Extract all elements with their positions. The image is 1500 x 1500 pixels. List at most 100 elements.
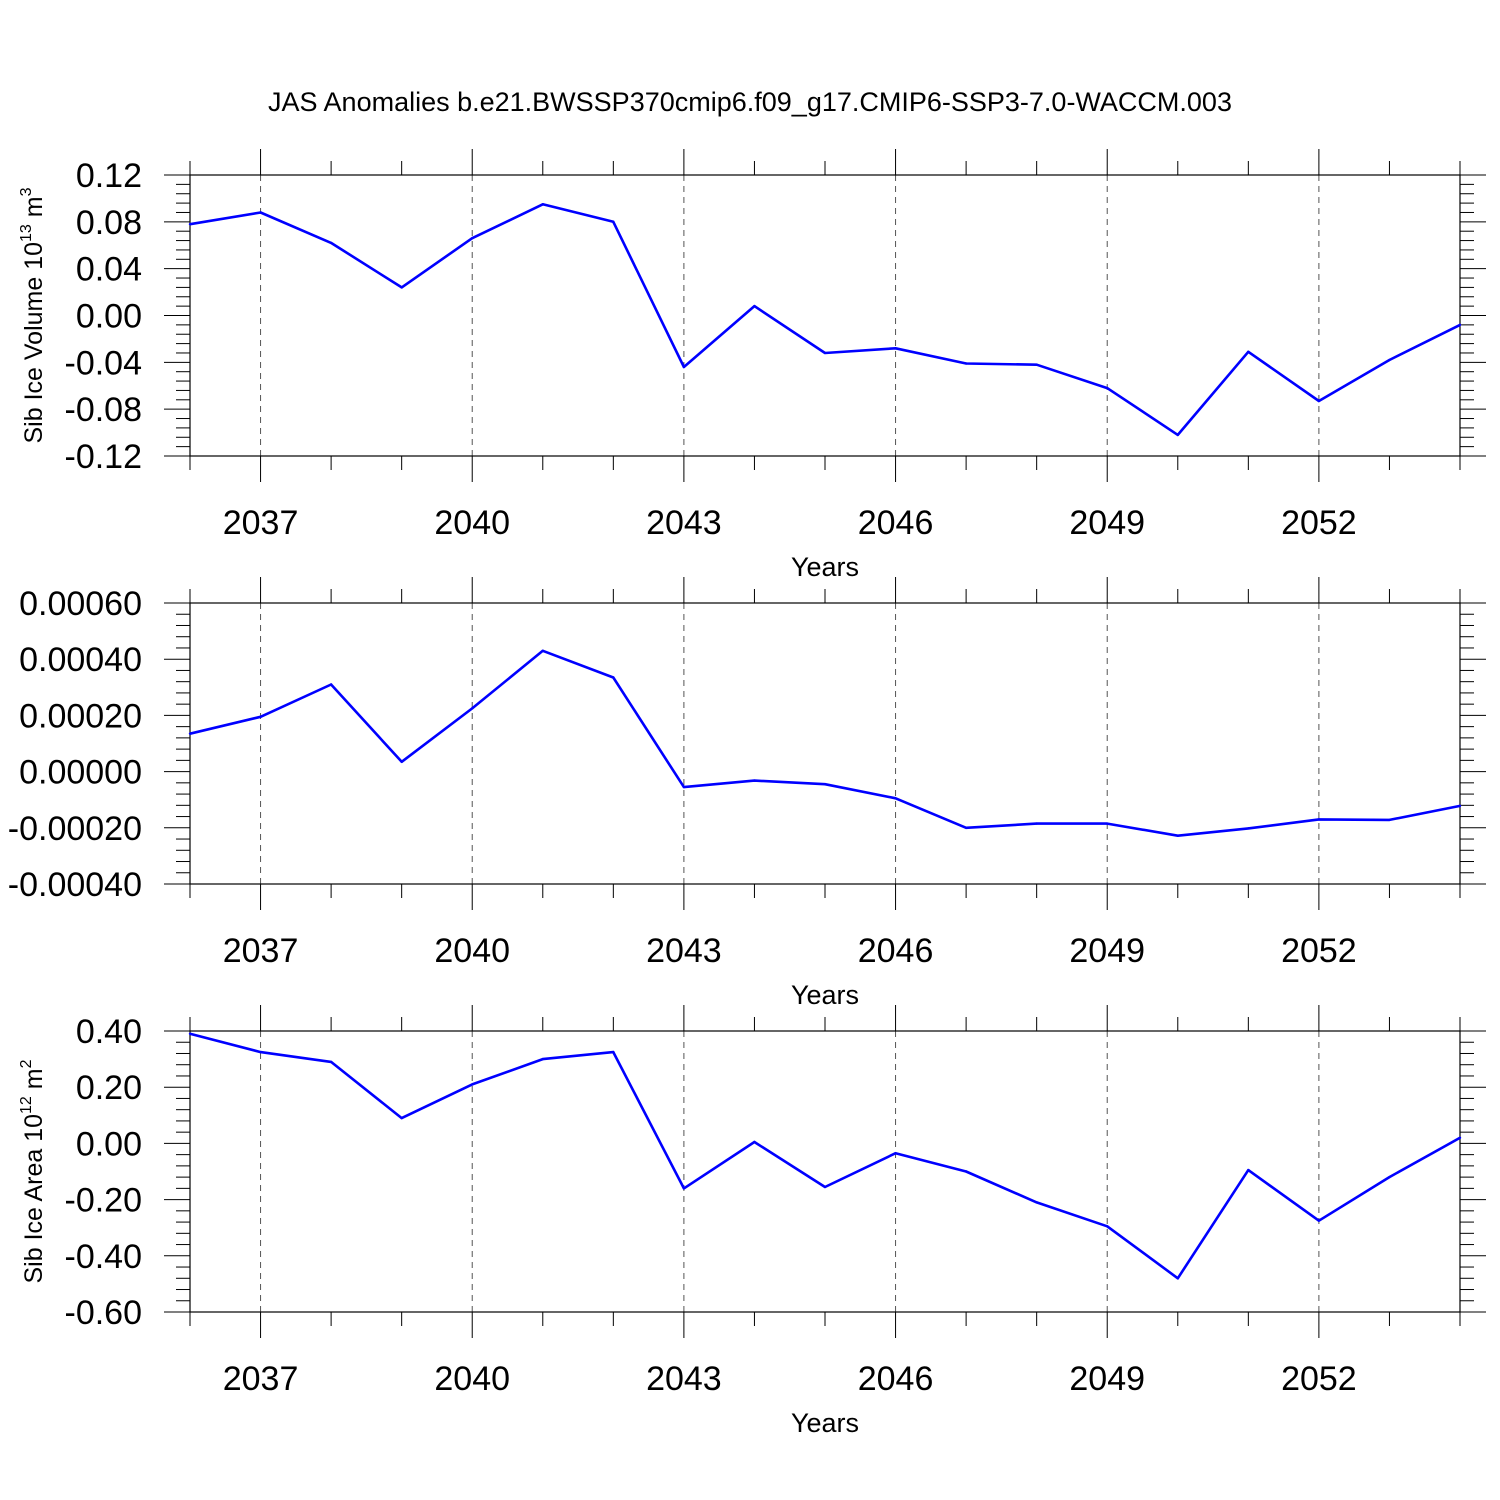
- data-point: [471, 707, 474, 710]
- data-point: [682, 785, 686, 789]
- y-tick-label: -0.12: [65, 438, 143, 476]
- data-point: [1176, 1277, 1179, 1280]
- y-tick-label: 0.12: [76, 157, 142, 195]
- x-tick-label: 2052: [1281, 504, 1357, 542]
- y-tick-label: 0.00000: [19, 754, 142, 792]
- series-line: [189, 649, 1461, 838]
- data-point: [329, 1060, 333, 1064]
- data-point: [1035, 363, 1038, 366]
- data-point: [400, 1116, 403, 1120]
- data-point: [1317, 818, 1321, 821]
- data-point: [612, 676, 615, 679]
- x-tick-label: 2040: [434, 504, 510, 542]
- y-tick-label: 0.08: [76, 204, 142, 242]
- data-point: [1247, 827, 1250, 830]
- x-tick-label: 2037: [223, 504, 299, 542]
- data-point: [188, 1032, 192, 1036]
- data-point: [188, 222, 192, 226]
- data-point: [329, 683, 333, 686]
- data-point: [541, 1057, 544, 1061]
- data-point: [259, 211, 262, 214]
- x-tick-label: 2049: [1069, 932, 1145, 970]
- data-point: [753, 779, 756, 782]
- data-point: [1388, 358, 1391, 362]
- data-point: [1035, 822, 1038, 825]
- data-point: [259, 1050, 262, 1054]
- panel-volume: 0.12 0.08 0.04 0.00 -0.04 -0.08 -0.12 2037 2040 2…: [18, 149, 1486, 582]
- y-tick-label: -0.04: [65, 344, 143, 382]
- data-point: [541, 203, 544, 206]
- panel-middle: 0.00060 0.00040 0.00020 0.00000 -0.00020 -0.0…: [8, 577, 1486, 1010]
- y-tick-label: -0.08: [65, 391, 143, 429]
- plot-frame: [189, 174, 1461, 457]
- data-point: [1317, 1219, 1321, 1222]
- y-tick-label: 0.00040: [19, 641, 142, 679]
- figure-title: JAS Anomalies b.e21.BWSSP370cmip6.f09_g1…: [268, 87, 1232, 117]
- y-axis-label: Sib Ice Area 1012 m2: [18, 1059, 48, 1283]
- y-axis-label-unit: m: [20, 1068, 48, 1096]
- data-point: [682, 1187, 686, 1190]
- y-tick-label: -0.00040: [8, 866, 142, 904]
- x-tick-label: 2052: [1281, 932, 1357, 970]
- series-line: [189, 203, 1461, 437]
- x-tick-label: 2043: [646, 1360, 722, 1398]
- y-tick-label: 0.00020: [19, 697, 142, 735]
- data-point: [1388, 818, 1391, 822]
- x-tick-label: 2037: [223, 932, 299, 970]
- x-tick-label: 2046: [858, 1360, 934, 1398]
- y-axis-label-exponent: 13: [18, 224, 35, 242]
- data-point: [823, 783, 827, 786]
- panels: 0.12 0.08 0.04 0.00 -0.04 -0.08 -0.12 2037 2040 2…: [8, 149, 1486, 1438]
- y-axis-label-exponent: 12: [18, 1096, 35, 1114]
- x-tick-label: 2040: [434, 932, 510, 970]
- y-tick-label: 0.04: [76, 251, 142, 289]
- data-point: [1458, 804, 1462, 808]
- data-point: [1458, 323, 1462, 327]
- x-tick-label: 2040: [434, 1360, 510, 1398]
- x-tick-label: 2049: [1069, 504, 1145, 542]
- data-point: [1106, 1225, 1109, 1228]
- y-tick-label: 0.20: [76, 1069, 142, 1107]
- y-axis-label-unit-exponent: 2: [18, 1059, 35, 1068]
- y-tick-label: -0.60: [65, 1294, 143, 1332]
- data-point: [400, 760, 403, 763]
- y-axis-label: Sib Ice Volume 1013 m3: [18, 187, 48, 443]
- y-axis-label-base: Sib Ice Area 10: [20, 1114, 48, 1284]
- plot-frame: [189, 1030, 1461, 1313]
- data-point: [1106, 386, 1109, 390]
- data-point: [471, 1083, 474, 1086]
- y-axis-label-unit: m: [20, 196, 48, 224]
- x-tick-label: 2043: [646, 504, 722, 542]
- data-point: [1317, 399, 1321, 403]
- data-point: [823, 1185, 827, 1189]
- data-point: [1106, 822, 1109, 825]
- data-point: [400, 286, 403, 289]
- y-tick-label: -0.20: [65, 1182, 143, 1220]
- y-tick-label: 0.40: [76, 1013, 142, 1051]
- data-point: [329, 241, 333, 245]
- x-tick-label: 2049: [1069, 1360, 1145, 1398]
- x-tick-label: 2046: [858, 504, 934, 542]
- data-point: [753, 304, 756, 308]
- data-point: [753, 1140, 756, 1144]
- data-point: [964, 826, 968, 829]
- data-point: [612, 220, 615, 224]
- y-tick-label: 0.00: [76, 1125, 142, 1163]
- x-tick-label: 2046: [858, 932, 934, 970]
- data-point: [471, 237, 474, 240]
- data-point: [188, 732, 192, 735]
- y-tick-label: 0.00060: [19, 585, 142, 623]
- data-point: [682, 365, 686, 369]
- series-line: [189, 1032, 1461, 1280]
- data-point: [894, 347, 897, 350]
- x-axis-label: Years: [791, 1408, 859, 1438]
- data-point: [964, 1170, 968, 1173]
- data-point: [1176, 433, 1179, 437]
- data-point: [259, 715, 262, 719]
- panel-area: 0.40 0.20 0.00 -0.20 -0.40 -0.60 2037 2040 2043 2…: [18, 1005, 1486, 1438]
- data-point: [964, 362, 968, 365]
- data-point: [1458, 1136, 1462, 1139]
- x-tick-label: 2052: [1281, 1360, 1357, 1398]
- data-point: [612, 1050, 615, 1054]
